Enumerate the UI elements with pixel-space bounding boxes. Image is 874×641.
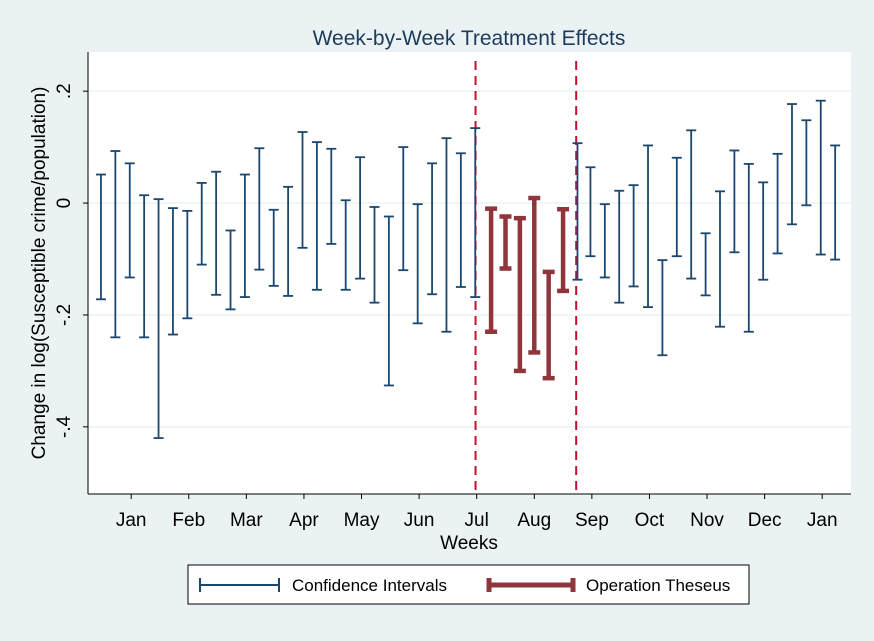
ci-error-bar [110, 150, 121, 339]
ci-error-bar [772, 152, 783, 255]
legend: Confidence Intervals Operation Theseus [187, 564, 750, 605]
x-tick-label: May [344, 510, 380, 531]
ci-error-bar [801, 119, 812, 207]
theseus-error-bar [513, 215, 526, 374]
y-axis-label: Change in log(Susceptible crime/populati… [29, 87, 50, 460]
ci-error-bar [167, 207, 178, 336]
error-bars [95, 99, 841, 439]
x-tick-label: Aug [517, 510, 551, 531]
ci-error-bar [455, 152, 466, 288]
ci-error-bar [830, 144, 841, 261]
ci-error-bar [297, 131, 308, 249]
y-tick-label: -.2 [54, 304, 75, 326]
ci-error-bar [326, 147, 337, 245]
ci-error-bar [815, 99, 826, 256]
ci-error-bar [599, 203, 610, 279]
x-tick-label: Nov [690, 510, 724, 531]
plot-area [88, 52, 851, 494]
ci-error-bar [225, 229, 236, 311]
theseus-error-bar [485, 206, 498, 334]
ci-error-bar [153, 198, 164, 439]
ci-error-bar [95, 173, 106, 301]
ci-error-bar [686, 129, 697, 280]
ci-error-bar [124, 162, 135, 279]
ci-error-bar [700, 232, 711, 297]
chart-title: Week-by-Week Treatment Effects [313, 27, 626, 50]
ci-error-bar [729, 149, 740, 254]
ci-error-bar [239, 173, 250, 298]
ci-error-bar [441, 137, 452, 333]
ci-error-bar [427, 162, 438, 296]
y-axis-ticks: .2 0 -.2 -.4 [54, 83, 88, 438]
ci-error-bar [585, 166, 596, 258]
ci-error-bar [211, 170, 222, 296]
ci-error-bar [572, 142, 583, 281]
x-axis-ticks: Jan Feb Mar Apr May Jun Jul Aug Sep Oct Nov Dec Jan [116, 494, 838, 531]
ci-error-bar [268, 208, 279, 287]
ci-error-bar [383, 215, 394, 387]
x-tick-label: Jan [807, 510, 838, 531]
ci-error-bar [182, 209, 193, 320]
x-tick-label: Dec [748, 510, 782, 531]
x-tick-label: Jun [404, 510, 435, 531]
x-tick-label: Oct [635, 510, 665, 531]
ci-error-bar [355, 156, 366, 280]
x-tick-label: Jul [465, 510, 489, 531]
legend-ci-label: Confidence Intervals [292, 576, 447, 595]
theseus-error-bar [499, 214, 512, 271]
ci-error-bar [340, 199, 351, 291]
ci-error-bar [758, 181, 769, 281]
ci-error-bar [714, 190, 725, 328]
x-tick-label: Feb [172, 510, 205, 531]
y-tick-label: -.4 [54, 415, 75, 438]
x-tick-label: Sep [575, 510, 609, 531]
legend-theseus-symbol [486, 578, 576, 592]
x-tick-label: Apr [289, 510, 319, 531]
ci-error-bar [139, 194, 150, 339]
theseus-error-bar [528, 195, 541, 355]
legend-theseus-label: Operation Theseus [586, 576, 730, 595]
x-tick-label: Mar [230, 510, 263, 531]
ci-error-bar [283, 185, 294, 297]
ci-error-bar [311, 141, 322, 291]
ci-error-bar [398, 146, 409, 272]
ci-error-bar [743, 162, 754, 333]
ci-error-bar [671, 156, 682, 258]
ci-error-bar [786, 103, 797, 226]
ci-error-bar [628, 184, 639, 288]
theseus-error-bar [542, 269, 555, 381]
gridlines [88, 90, 851, 428]
ci-error-bar [369, 206, 380, 304]
ci-error-bar [254, 147, 265, 271]
ci-error-bar [470, 127, 481, 298]
ci-error-bar [614, 189, 625, 304]
theseus-error-bar [557, 206, 570, 294]
legend-box [187, 564, 750, 605]
y-tick-label: .2 [54, 83, 75, 99]
x-axis-label: Weeks [440, 533, 498, 554]
ci-error-bar [657, 259, 668, 357]
y-tick-label: 0 [54, 198, 75, 209]
legend-ci-symbol [199, 578, 280, 592]
ci-error-bar [643, 144, 654, 309]
ci-error-bar [196, 182, 207, 266]
ci-error-bar [412, 203, 423, 325]
x-tick-label: Jan [116, 510, 147, 531]
